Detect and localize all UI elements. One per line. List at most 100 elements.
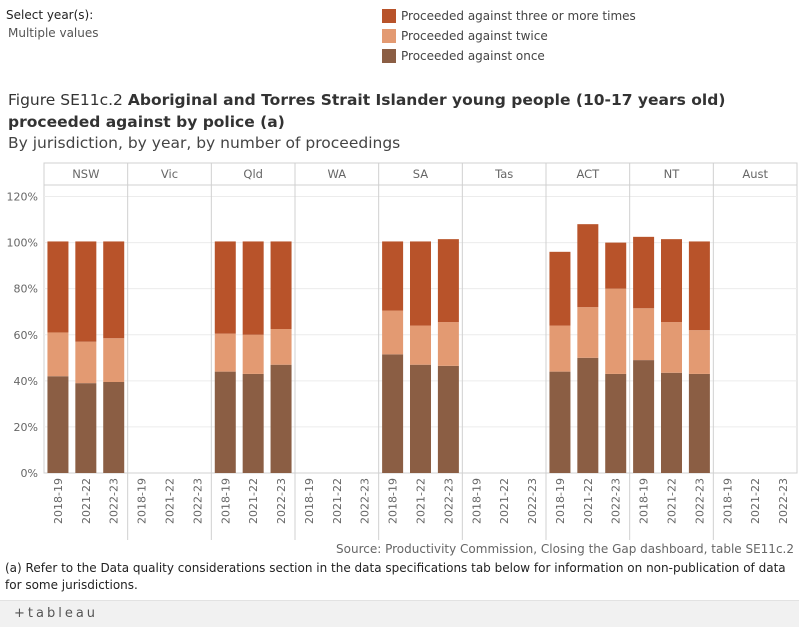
figure-title: Figure SE11c.2 Aboriginal and Torres Str… bbox=[8, 89, 793, 133]
bar-segment bbox=[270, 241, 292, 329]
year-filter-label: Select year(s): bbox=[6, 8, 94, 22]
panel-header-sa: SA bbox=[413, 167, 429, 181]
x-tick-label: 2018-19 bbox=[638, 478, 651, 524]
bar-segment bbox=[437, 239, 459, 323]
x-tick-label: 2022-23 bbox=[693, 478, 706, 524]
legend-label-once: Proceeded against once bbox=[401, 49, 545, 63]
legend-label-three-or-more: Proceeded against three or more times bbox=[401, 9, 636, 23]
x-tick-label: 2022-23 bbox=[610, 478, 623, 524]
bar-segment bbox=[410, 325, 431, 365]
bar-segment bbox=[549, 371, 571, 473]
bar-segment bbox=[270, 364, 292, 473]
bar-segment bbox=[633, 308, 655, 361]
legend-item-twice[interactable]: Proceeded against twice bbox=[382, 26, 636, 46]
bar-segment bbox=[103, 338, 125, 382]
bar-segment bbox=[382, 241, 404, 311]
bar-segment bbox=[47, 332, 69, 377]
x-tick-label: 2022-23 bbox=[442, 478, 455, 524]
source-note: Source: Productivity Commission, Closing… bbox=[336, 542, 794, 556]
bar-segment bbox=[661, 239, 682, 323]
bar-segment bbox=[242, 373, 264, 473]
y-tick-label: 60% bbox=[14, 329, 38, 342]
legend-item-once[interactable]: Proceeded against once bbox=[382, 46, 636, 66]
bar-segment bbox=[577, 357, 599, 473]
bar-segment bbox=[75, 383, 97, 473]
tableau-footer: +tableau bbox=[0, 600, 799, 627]
legend-label-twice: Proceeded against twice bbox=[401, 29, 548, 43]
x-tick-label: 2022-23 bbox=[191, 478, 204, 524]
bar-segment bbox=[605, 373, 627, 473]
x-tick-label: 2021-22 bbox=[80, 478, 93, 524]
x-tick-label: 2021-22 bbox=[666, 478, 679, 524]
panel-header-aust: Aust bbox=[742, 167, 768, 181]
figure-subtitle: By jurisdiction, by year, by number of p… bbox=[8, 134, 401, 152]
bar-segment bbox=[214, 333, 236, 372]
bar-segment bbox=[410, 241, 431, 326]
bar-segment bbox=[75, 241, 97, 342]
bar-segment bbox=[688, 241, 710, 331]
bar-segment bbox=[549, 251, 571, 326]
x-tick-label: 2021-22 bbox=[749, 478, 762, 524]
legend-swatch-twice bbox=[382, 29, 396, 43]
bar-segment bbox=[103, 241, 125, 339]
x-tick-label: 2021-22 bbox=[498, 478, 511, 524]
panel-header-wa: WA bbox=[328, 167, 347, 181]
x-tick-label: 2021-22 bbox=[582, 478, 595, 524]
bar-segment bbox=[103, 381, 125, 473]
tableau-logo[interactable]: +tableau bbox=[14, 606, 99, 621]
x-tick-label: 2022-23 bbox=[359, 478, 372, 524]
panel-header-act: ACT bbox=[576, 167, 600, 181]
x-tick-label: 2018-19 bbox=[219, 478, 232, 524]
x-tick-label: 2021-22 bbox=[247, 478, 260, 524]
x-tick-label: 2021-22 bbox=[164, 478, 177, 524]
legend-item-three-or-more[interactable]: Proceeded against three or more times bbox=[382, 6, 636, 26]
x-tick-label: 2018-19 bbox=[52, 478, 65, 524]
bar-segment bbox=[410, 364, 431, 473]
bar-segment bbox=[75, 341, 97, 384]
legend-swatch-three-or-more bbox=[382, 9, 396, 23]
panel-header-nsw: NSW bbox=[72, 167, 99, 181]
x-tick-label: 2018-19 bbox=[387, 478, 400, 524]
x-tick-label: 2018-19 bbox=[303, 478, 316, 524]
x-tick-label: 2022-23 bbox=[526, 478, 539, 524]
bar-segment bbox=[605, 288, 627, 374]
y-tick-label: 80% bbox=[14, 283, 38, 296]
bar-segment bbox=[214, 371, 236, 473]
bar-segment bbox=[47, 376, 69, 473]
stacked-bar-chart: 0% 20% 40% 60% 80% 100% 120% NSW 2018-19 2021-22 2… bbox=[7, 162, 798, 540]
bar-segment bbox=[47, 241, 69, 333]
bar-segment bbox=[214, 241, 236, 334]
x-tick-label: 2018-19 bbox=[554, 478, 567, 524]
x-tick-label: 2022-23 bbox=[275, 478, 288, 524]
bar-segment bbox=[382, 354, 404, 473]
year-filter-value[interactable]: Multiple values bbox=[8, 26, 99, 40]
y-tick-label: 40% bbox=[14, 375, 38, 388]
bar-segment bbox=[242, 334, 264, 374]
footnote: (a) Refer to the Data quality considerat… bbox=[5, 561, 786, 592]
bar-segment bbox=[549, 325, 571, 372]
legend: Proceeded against three or more times Pr… bbox=[382, 6, 636, 66]
y-tick-label: 20% bbox=[14, 421, 38, 434]
legend-swatch-once bbox=[382, 49, 396, 63]
bar-segment bbox=[437, 322, 459, 366]
bar-segment bbox=[242, 241, 264, 335]
bar-segment bbox=[605, 242, 627, 289]
y-tick-label: 100% bbox=[7, 237, 38, 250]
panel-header-tas: Tas bbox=[494, 167, 513, 181]
y-tick-label: 120% bbox=[7, 191, 38, 204]
bar-segment bbox=[661, 322, 682, 373]
bar-segment bbox=[633, 360, 655, 473]
x-tick-label: 2018-19 bbox=[136, 478, 149, 524]
x-tick-label: 2022-23 bbox=[108, 478, 121, 524]
bar-segment bbox=[688, 330, 710, 374]
bar-segment bbox=[577, 307, 599, 358]
bar-segment bbox=[688, 373, 710, 473]
bar-segment bbox=[661, 372, 682, 473]
panel-header-vic: Vic bbox=[161, 167, 178, 181]
x-tick-label: 2018-19 bbox=[470, 478, 483, 524]
panel-header-nt: NT bbox=[664, 167, 681, 181]
panel-header-qld: Qld bbox=[243, 167, 263, 181]
x-tick-label: 2021-22 bbox=[415, 478, 428, 524]
x-tick-label: 2018-19 bbox=[721, 478, 734, 524]
y-tick-label: 0% bbox=[21, 467, 38, 480]
